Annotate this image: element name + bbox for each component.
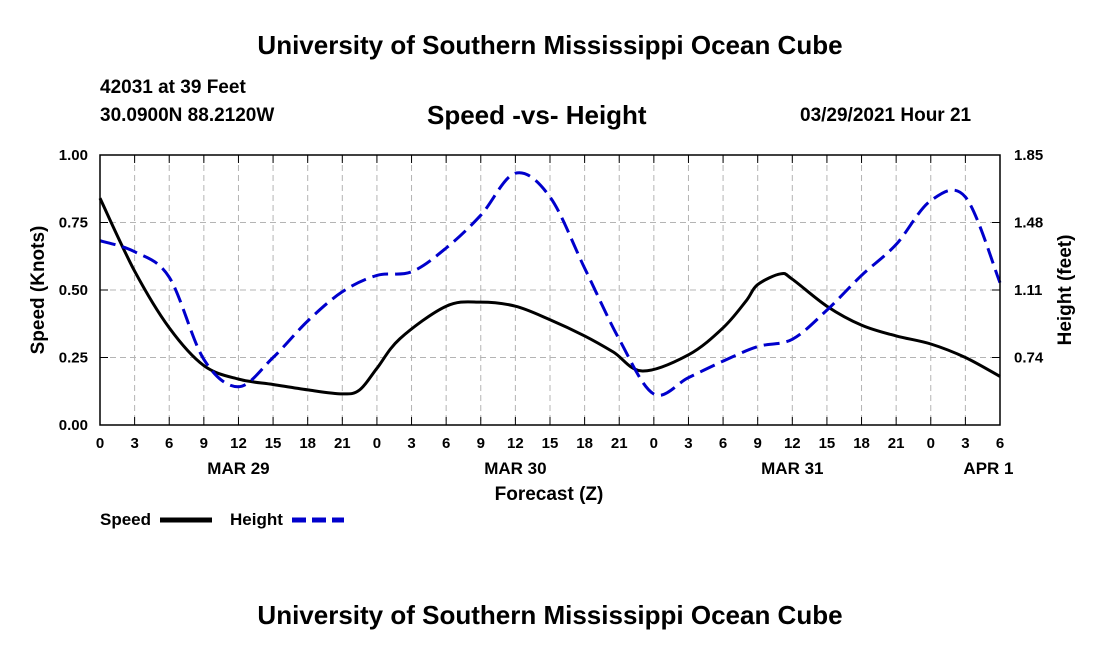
x-tick-label: 18 bbox=[299, 435, 316, 452]
legend-label-speed: Speed bbox=[100, 510, 151, 529]
y2-axis-label: Height (feet) bbox=[1055, 235, 1076, 346]
x-tick-label: 9 bbox=[754, 435, 762, 452]
x-tick-label: 3 bbox=[407, 435, 415, 452]
y-axis-label: Speed (Knots) bbox=[28, 226, 49, 355]
grid bbox=[100, 155, 1000, 425]
x-tick-label: 6 bbox=[996, 435, 1004, 452]
y2-tick-label: 1.11 bbox=[1014, 282, 1042, 299]
date-label: APR 1 bbox=[963, 459, 1013, 478]
x-tick-label: 0 bbox=[927, 435, 935, 452]
x-tick-label: 18 bbox=[853, 435, 870, 452]
series-line-height bbox=[99, 171, 1002, 397]
x-tick-label: 21 bbox=[888, 435, 905, 452]
x-tick-label: 0 bbox=[373, 435, 381, 452]
axes: 0 3 6 9 12 15 18 21 0 3 6 9 12 15 18 21 0 3 6 9 12 15 18 21 0 3 6 0… bbox=[59, 147, 1044, 478]
x-tick-label: 0 bbox=[650, 435, 658, 452]
series-layer bbox=[98, 171, 1002, 397]
x-tick-label: 6 bbox=[442, 435, 450, 452]
x-tick-label: 21 bbox=[611, 435, 628, 452]
y-tick-label: 1.00 bbox=[59, 147, 88, 164]
plot-frame bbox=[99, 154, 1001, 426]
y2-tick-label: 1.48 bbox=[1014, 215, 1043, 232]
x-tick-label: 15 bbox=[819, 435, 836, 452]
y-tick-label: 0.00 bbox=[59, 417, 88, 434]
y-tick-label: 0.25 bbox=[59, 350, 88, 367]
x-tick-label: 3 bbox=[130, 435, 138, 452]
axis-labels: Forecast (Z) Speed (Knots) Height (feet) bbox=[28, 226, 1076, 505]
x-axis-label: Forecast (Z) bbox=[495, 484, 604, 505]
x-tick-label: 12 bbox=[507, 435, 524, 452]
x-tick-label: 3 bbox=[961, 435, 969, 452]
y2-tick-label: 1.85 bbox=[1014, 147, 1043, 164]
x-tick-label: 0 bbox=[96, 435, 104, 452]
x-tick-label: 6 bbox=[165, 435, 173, 452]
date-label: MAR 29 bbox=[207, 459, 269, 478]
x-tick-label: 9 bbox=[477, 435, 485, 452]
date-label: MAR 31 bbox=[761, 459, 823, 478]
x-tick-label: 15 bbox=[265, 435, 282, 452]
station-label: 42031 at 39 Feet bbox=[100, 77, 246, 98]
chart-title: Speed -vs- Height bbox=[427, 100, 647, 130]
x-tick-label: 12 bbox=[230, 435, 247, 452]
page-title: University of Southern Mississippi Ocean… bbox=[257, 30, 843, 60]
x-tick-label: 21 bbox=[334, 435, 351, 452]
legend: Speed Height bbox=[100, 510, 344, 529]
x-tick-label: 18 bbox=[576, 435, 593, 452]
date-label: MAR 30 bbox=[484, 459, 546, 478]
x-tick-label: 3 bbox=[684, 435, 692, 452]
footer-title: University of Southern Mississippi Ocean… bbox=[257, 600, 843, 630]
x-tick-label: 9 bbox=[200, 435, 208, 452]
legend-label-height: Height bbox=[230, 510, 283, 529]
x-tick-label: 6 bbox=[719, 435, 727, 452]
x-tick-label: 12 bbox=[784, 435, 801, 452]
datetime-label: 03/29/2021 Hour 21 bbox=[800, 105, 972, 126]
y2-tick-label: 0.74 bbox=[1014, 350, 1044, 367]
coordinates-label: 30.0900N 88.2120W bbox=[100, 105, 275, 126]
x-tick-label: 15 bbox=[542, 435, 559, 452]
y-tick-label: 0.75 bbox=[59, 215, 88, 232]
y-tick-label: 0.50 bbox=[59, 282, 88, 299]
